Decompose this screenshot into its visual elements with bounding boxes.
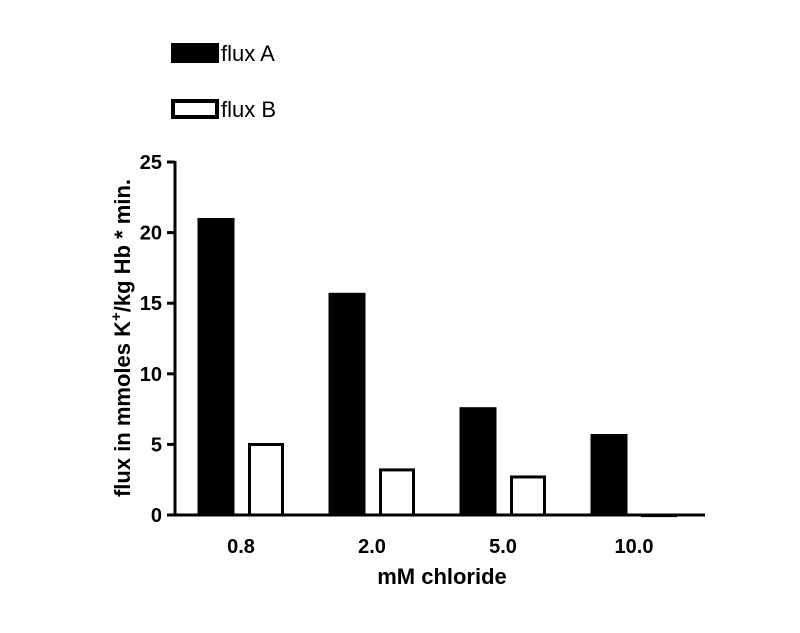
y-axis-title-superscript: + — [108, 312, 125, 321]
bar-flux-a-1 — [328, 292, 366, 516]
x-ticks-layer: 0.8 2.0 5.0 10.0 — [227, 536, 653, 558]
y-axis-title-main: flux in mmoles K — [110, 321, 135, 497]
y-tick-label: 5 — [151, 434, 162, 456]
bar-flux-b-2 — [510, 475, 546, 517]
bar-flux-a-3 — [590, 434, 628, 516]
bar-flux-a-0 — [197, 217, 235, 516]
bar-flux-b-1 — [379, 468, 415, 517]
legend: flux A flux B — [171, 41, 276, 122]
x-axis-title: mM chloride — [377, 564, 507, 589]
legend-label-flux-b: flux B — [221, 97, 276, 122]
x-tick-label: 2.0 — [358, 536, 386, 558]
y-axis-title: flux in mmoles K+/kg Hb * min. — [108, 179, 135, 497]
y-tick-label: 20 — [140, 223, 162, 245]
bar-flux-b-0 — [248, 442, 284, 517]
y-tick-label: 25 — [140, 152, 162, 174]
y-tick-label: 0 — [151, 505, 162, 527]
bar-flux-a-2 — [459, 407, 497, 516]
legend-label-flux-a: flux A — [221, 41, 275, 66]
y-tick-label: 10 — [140, 364, 162, 386]
x-tick-label: 10.0 — [615, 536, 654, 558]
axes-layer — [173, 161, 705, 517]
bars-layer — [197, 217, 677, 518]
x-tick-label: 5.0 — [489, 536, 517, 558]
y-tick-label: 15 — [140, 293, 162, 315]
y-axis-title-unit: /kg Hb * min. — [110, 179, 135, 312]
legend-swatch-flux-b — [171, 99, 219, 119]
legend-swatch-flux-a — [171, 43, 219, 63]
x-tick-label: 0.8 — [227, 536, 255, 558]
y-ticks-layer: 0 5 10 15 20 25 — [140, 152, 175, 527]
